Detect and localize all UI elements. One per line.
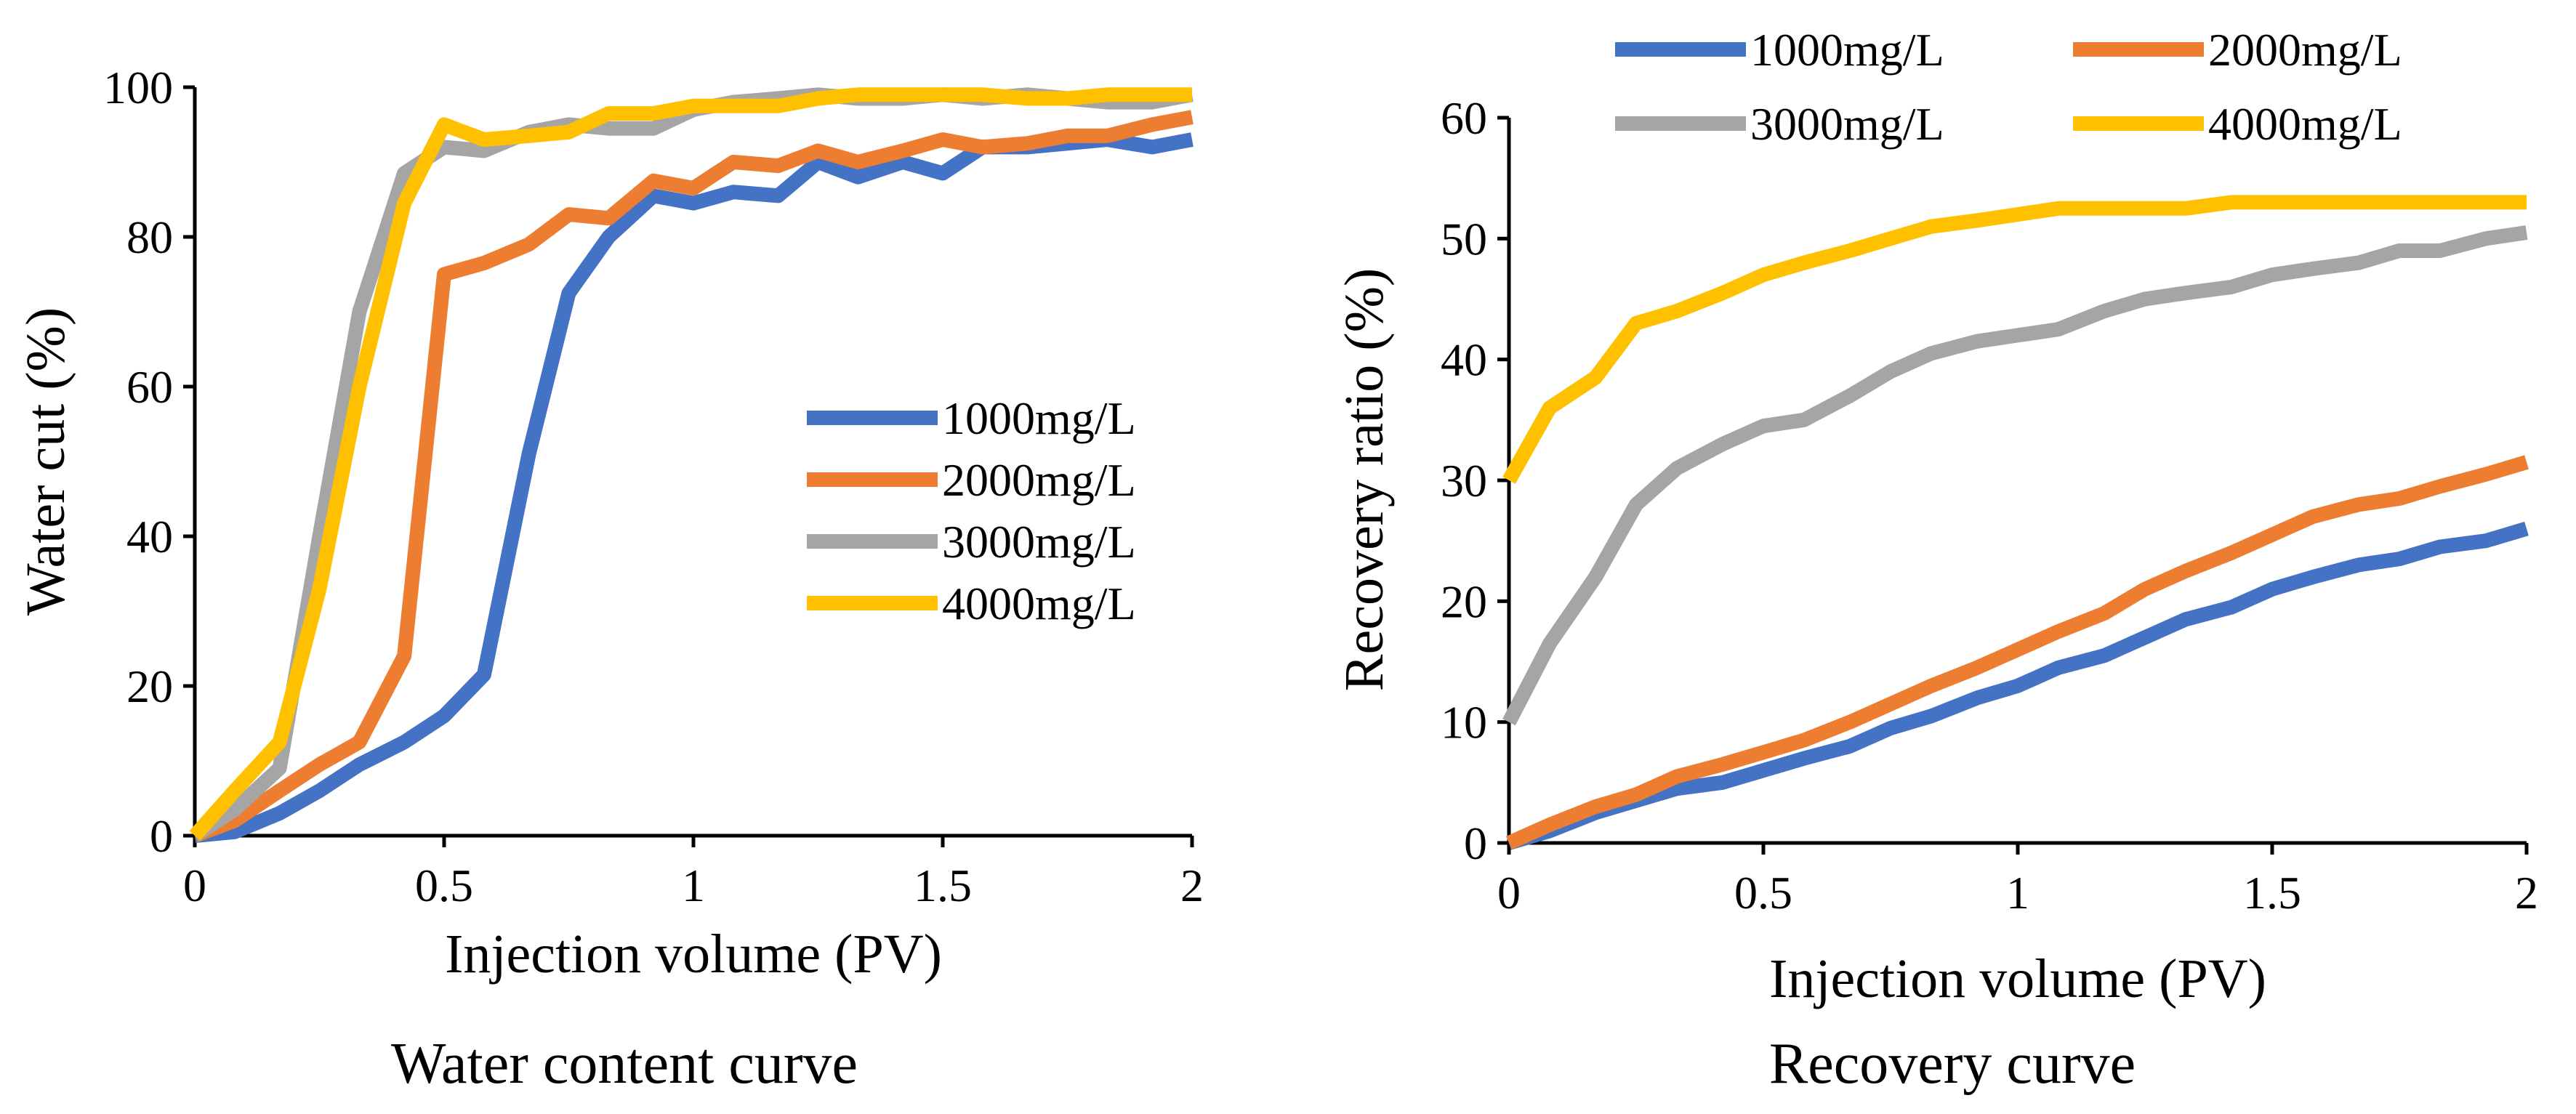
y-tick-label: 0 — [150, 810, 173, 862]
legend-label: 1000mg/L — [942, 392, 1136, 444]
chart-caption: Recovery curve — [1769, 1032, 2136, 1096]
plot-area: 0 10 20 30 40 50 60 0 0.5 1 1.5 2 — [1441, 92, 2538, 919]
legend-label: 3000mg/L — [1750, 98, 1944, 150]
x-axis-label: Injection volume (PV) — [445, 924, 942, 985]
y-tick-label: 20 — [126, 661, 173, 712]
legend: 1000mg/L 2000mg/L 3000mg/L 4000mg/L — [1615, 24, 2402, 150]
legend-item: 3000mg/L — [1615, 98, 1944, 150]
y-tick-label: 80 — [126, 211, 173, 263]
x-tick-label: 0 — [1497, 867, 1521, 919]
water-content-chart: 0 20 40 60 80 100 0 0.5 1 1.5 2 Injection volume … — [15, 62, 1204, 1096]
x-tick-label: 2 — [1180, 860, 1204, 911]
legend-item: 3000mg/L — [807, 516, 1136, 568]
x-tick-label: 0.5 — [415, 860, 473, 911]
y-tick-label: 100 — [103, 62, 173, 113]
y-tick-label: 40 — [1441, 334, 1487, 386]
y-axis-label: Recovery ratio (%) — [1334, 268, 1395, 691]
x-axis-label: Injection volume (PV) — [1769, 948, 2266, 1009]
y-tick-label: 20 — [1441, 576, 1487, 627]
series-line-4000mg-l — [189, 87, 1192, 841]
legend-label: 2000mg/L — [2208, 24, 2402, 76]
y-tick-label: 10 — [1441, 697, 1487, 748]
legend-label: 1000mg/L — [1750, 24, 1944, 76]
legend-item: 2000mg/L — [2073, 24, 2402, 76]
y-tick-label: 60 — [1441, 92, 1487, 144]
legend: 1000mg/L 2000mg/L 3000mg/L 4000mg/L — [807, 392, 1136, 629]
legend-item: 1000mg/L — [807, 392, 1136, 444]
legend-label: 4000mg/L — [2208, 98, 2402, 150]
legend-label: 3000mg/L — [942, 516, 1136, 568]
series-line-2000mg-l — [1505, 455, 2529, 850]
y-ticks: 0 20 40 60 80 100 — [103, 62, 195, 862]
legend-item: 4000mg/L — [2073, 98, 2402, 150]
x-ticks: 0 0.5 1 1.5 2 — [1497, 843, 2538, 919]
series-line-3000mg-l — [1502, 225, 2528, 726]
x-tick-label: 0 — [183, 860, 206, 911]
x-tick-label: 1.5 — [914, 860, 972, 911]
series-lines — [189, 87, 1194, 843]
legend-item: 1000mg/L — [1615, 24, 1944, 76]
legend-item: 2000mg/L — [807, 454, 1136, 506]
legend-label: 4000mg/L — [942, 578, 1136, 629]
recovery-chart: 0 10 20 30 40 50 60 0 0.5 1 1.5 2 Injection volume… — [1334, 24, 2538, 1096]
y-tick-label: 30 — [1441, 455, 1487, 506]
y-tick-label: 0 — [1464, 818, 1487, 869]
series-lines — [1502, 195, 2529, 850]
chart-caption: Water content curve — [391, 1032, 858, 1096]
x-tick-label: 1 — [2006, 867, 2029, 919]
x-tick-label: 1 — [682, 860, 705, 911]
series-line-2000mg-l — [192, 110, 1194, 843]
y-tick-label: 60 — [126, 361, 173, 413]
plot-area: 0 20 40 60 80 100 0 0.5 1 1.5 2 — [103, 62, 1204, 911]
x-tick-label: 2 — [2515, 867, 2538, 919]
x-tick-label: 0.5 — [1734, 867, 1792, 919]
x-tick-label: 1.5 — [2243, 867, 2301, 919]
x-ticks: 0 0.5 1 1.5 2 — [183, 836, 1204, 911]
legend-label: 2000mg/L — [942, 454, 1136, 506]
legend-item: 4000mg/L — [807, 578, 1136, 629]
y-ticks: 0 10 20 30 40 50 60 — [1441, 92, 1509, 869]
y-tick-label: 50 — [1441, 213, 1487, 265]
y-tick-label: 40 — [126, 511, 173, 562]
series-line-1000mg-l — [1507, 521, 2529, 850]
series-line-4000mg-l — [1502, 195, 2527, 484]
y-axis-label: Water cut (%) — [15, 307, 76, 615]
